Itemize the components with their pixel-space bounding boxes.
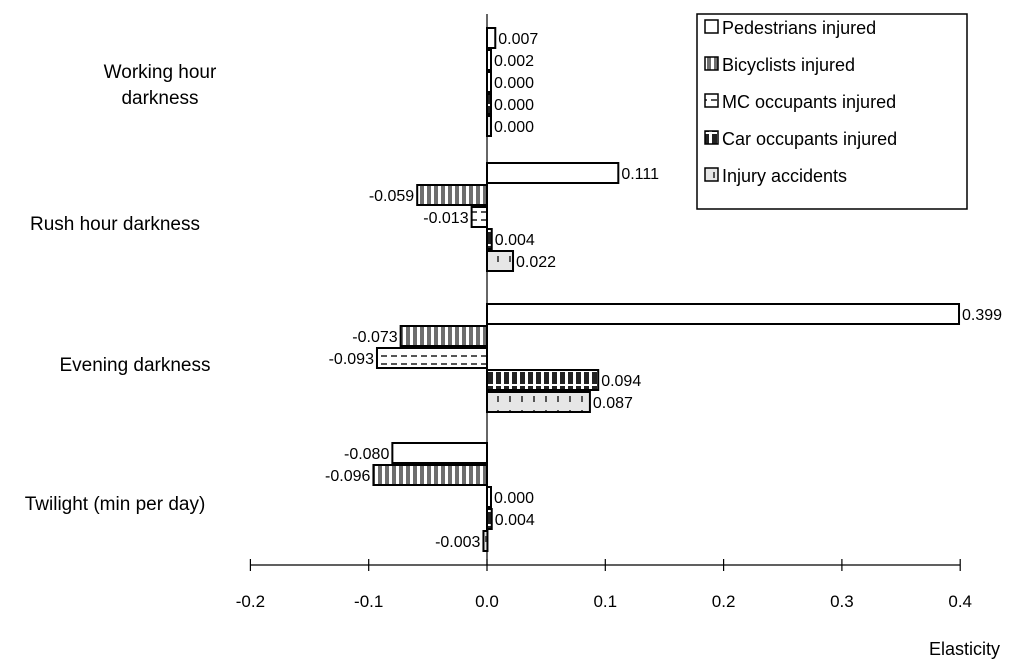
legend-swatch xyxy=(704,167,719,182)
category-label: Evening darkness xyxy=(59,355,210,376)
data-label: -0.003 xyxy=(435,534,480,551)
value-labels: 0.007 0.111 0.399 -0.080 0.002 -0.059 -0.073 -0… xyxy=(325,31,1002,551)
bar-injury-accidents xyxy=(482,530,489,552)
category-label: Working hour darkness xyxy=(104,62,217,109)
bar-bicyclists-injured xyxy=(372,464,489,486)
data-label: -0.073 xyxy=(352,329,397,346)
data-label: 0.399 xyxy=(962,307,1002,324)
data-label: 0.004 xyxy=(495,512,535,529)
bar-car-occupants-injured xyxy=(486,228,493,250)
bar-pedestrians-injured xyxy=(486,27,497,49)
bar-injury-accidents xyxy=(486,391,591,413)
data-label: -0.080 xyxy=(344,446,389,463)
x-axis-title: Elasticity xyxy=(929,639,1000,659)
data-label: -0.093 xyxy=(329,351,374,368)
bar-mc-occupants-injured xyxy=(486,71,492,93)
category-labels: Working hour darkness Rush hour darkness Ev… xyxy=(25,62,217,515)
x-tick-label: 0.4 xyxy=(948,592,972,611)
data-label: 0.022 xyxy=(516,254,556,271)
data-label: 0.087 xyxy=(593,395,633,412)
x-tick-label: 0.3 xyxy=(830,592,854,611)
data-label: 0.000 xyxy=(494,119,534,136)
x-tick-label: -0.1 xyxy=(354,592,383,611)
bar-pedestrians-injured xyxy=(391,442,488,464)
legend-swatch xyxy=(704,19,719,34)
data-label: 0.111 xyxy=(621,166,659,183)
legend-swatch xyxy=(704,56,719,71)
legend-box xyxy=(696,13,968,210)
data-label: -0.059 xyxy=(369,188,414,205)
bar-mc-occupants-injured xyxy=(470,206,489,228)
x-tick-label: 0.1 xyxy=(593,592,617,611)
x-tick-label: -0.2 xyxy=(236,592,265,611)
data-label: 0.000 xyxy=(494,490,534,507)
legend-label: Car occupants injured xyxy=(722,129,897,149)
bar-car-occupants-injured xyxy=(486,508,493,530)
bar-mc-occupants-injured xyxy=(375,347,488,369)
bar-mc-occupants-injured xyxy=(486,486,492,508)
bar-bicyclists-injured xyxy=(416,184,488,206)
bar-injury-accidents xyxy=(486,115,492,137)
bar-pedestrians-injured xyxy=(486,303,961,325)
data-label: -0.013 xyxy=(423,210,468,227)
bar-bicyclists-injured xyxy=(486,49,492,71)
legend: Pedestrians injured Bicyclists injured MC … xyxy=(696,13,968,210)
legend-swatch xyxy=(704,93,719,108)
category-label: Twilight (min per day) xyxy=(25,494,206,515)
data-label: 0.002 xyxy=(494,53,534,70)
bar-injury-accidents xyxy=(486,250,515,272)
x-tick-label: 0.0 xyxy=(475,592,499,611)
legend-label: Injury accidents xyxy=(722,166,847,186)
data-label: 0.007 xyxy=(498,31,538,48)
bar-pedestrians-injured xyxy=(486,162,620,184)
legend-label: MC occupants injured xyxy=(722,92,896,112)
data-label: 0.004 xyxy=(495,232,535,249)
bar-car-occupants-injured xyxy=(486,369,600,391)
bar-bicyclists-injured xyxy=(399,325,488,347)
legend-label: Bicyclists injured xyxy=(722,55,855,75)
data-label: 0.000 xyxy=(494,97,534,114)
data-label: -0.096 xyxy=(325,468,370,485)
x-tick-label: 0.2 xyxy=(712,592,736,611)
category-label: Rush hour darkness xyxy=(30,214,200,235)
bar-car-occupants-injured xyxy=(486,93,492,115)
data-label: 0.000 xyxy=(494,75,534,92)
data-label: 0.094 xyxy=(601,373,641,390)
legend-swatch xyxy=(704,130,719,145)
bars-group xyxy=(372,27,961,552)
legend-label: Pedestrians injured xyxy=(722,18,876,38)
